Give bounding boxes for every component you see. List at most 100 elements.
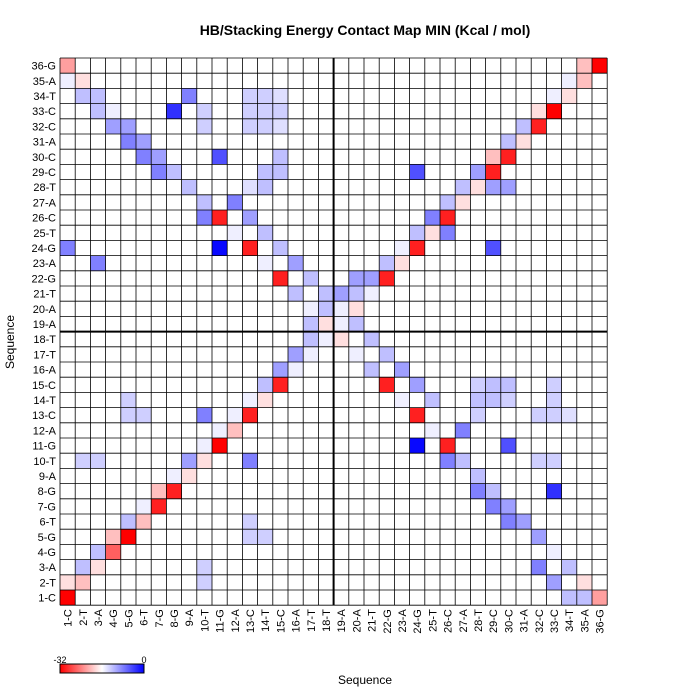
heatmap-cell <box>470 468 486 484</box>
heatmap-cell <box>120 392 136 408</box>
heatmap-cell <box>409 377 425 393</box>
heatmap-cell <box>272 164 288 180</box>
heatmap-cell <box>409 240 425 256</box>
heatmap-cell <box>257 255 273 271</box>
heatmap-cell <box>546 103 562 119</box>
heatmap-cell <box>546 407 562 423</box>
heatmap-cell <box>364 270 380 286</box>
heatmap-cell <box>257 179 273 195</box>
y-tick-label: 5-G <box>38 532 56 544</box>
heatmap-cell <box>227 422 243 438</box>
heatmap-cell <box>500 134 516 150</box>
heatmap-cell <box>500 179 516 195</box>
y-tick-label: 12-A <box>33 425 57 437</box>
x-tick-label: 29-C <box>488 609 500 633</box>
heatmap-cell <box>485 149 501 165</box>
heatmap-cell <box>257 377 273 393</box>
heatmap-cell <box>500 392 516 408</box>
heatmap-cell <box>181 88 197 104</box>
y-tick-label: 21-T <box>33 289 56 301</box>
heatmap-cell <box>75 574 91 590</box>
y-tick-label: 7-G <box>38 501 56 513</box>
y-tick-label: 10-T <box>33 456 56 468</box>
x-tick-label: 7-G <box>154 609 166 627</box>
y-tick-label: 13-C <box>32 410 56 422</box>
heatmap-cell <box>440 225 456 241</box>
heatmap-cell <box>257 88 273 104</box>
heatmap-cell <box>257 103 273 119</box>
y-tick-label: 3-A <box>39 562 57 574</box>
y-tick-label: 36-G <box>32 61 56 73</box>
x-tick-label: 35-A <box>579 609 591 633</box>
heatmap-cell <box>379 346 395 362</box>
heatmap-cell <box>227 194 243 210</box>
x-tick-label: 24-G <box>412 609 424 633</box>
heatmap-cell <box>242 179 258 195</box>
heatmap-cell <box>257 529 273 545</box>
x-tick-label: 13-C <box>245 609 257 633</box>
heatmap-cell <box>105 103 121 119</box>
heatmap-cell <box>120 407 136 423</box>
heatmap-cell <box>561 73 577 89</box>
heatmap-cell <box>272 88 288 104</box>
y-tick-label: 31-A <box>33 137 57 149</box>
heatmap-cell <box>242 407 258 423</box>
heatmap-cell <box>546 544 562 560</box>
heatmap-cell <box>196 118 212 134</box>
y-tick-label: 25-T <box>33 228 56 240</box>
heatmap-cell <box>394 362 410 378</box>
x-tick-label: 22-G <box>382 609 394 633</box>
heatmap-cell <box>470 407 486 423</box>
heatmap-cell <box>136 498 152 514</box>
heatmap-cell <box>546 453 562 469</box>
heatmap-cell <box>272 270 288 286</box>
heatmap-cell <box>242 103 258 119</box>
heatmap-cell <box>272 149 288 165</box>
heatmap-cell <box>257 225 273 241</box>
color-scale-bar <box>59 663 145 674</box>
heatmap-cell <box>151 149 167 165</box>
y-tick-label: 29-C <box>32 167 56 179</box>
heatmap-cell <box>90 255 106 271</box>
heatmap-cell <box>105 529 121 545</box>
heatmap-cell <box>105 544 121 560</box>
heatmap-cell <box>485 240 501 256</box>
heatmap-cell <box>409 225 425 241</box>
heatmap-cell <box>424 422 440 438</box>
heatmap-cell <box>379 377 395 393</box>
heatmap-cell <box>196 194 212 210</box>
heatmap-cell <box>242 453 258 469</box>
heatmap-cell <box>196 453 212 469</box>
heatmap-cell <box>576 574 592 590</box>
heatmap-cell <box>485 498 501 514</box>
heatmap-cell <box>196 438 212 454</box>
heatmap-cell <box>531 529 547 545</box>
heatmap-cell <box>576 590 592 606</box>
heatmap-cell <box>151 483 167 499</box>
heatmap-cell <box>272 362 288 378</box>
x-tick-label: 34-T <box>564 609 576 632</box>
y-tick-label: 26-C <box>32 213 56 225</box>
y-tick-label: 6-T <box>40 517 57 529</box>
x-tick-label: 9-A <box>184 609 196 627</box>
heatmap-cell <box>561 88 577 104</box>
heatmap-cell <box>516 118 532 134</box>
heatmap-cell <box>272 240 288 256</box>
heatmap-cell <box>242 210 258 226</box>
heatmap-cell <box>318 301 334 317</box>
heatmap-cell <box>75 559 91 575</box>
heatmap-cell <box>272 118 288 134</box>
heatmap-cell <box>333 316 349 332</box>
heatmap-cell <box>242 514 258 530</box>
x-tick-label: 8-G <box>169 609 181 627</box>
heatmap-cell <box>485 377 501 393</box>
x-tick-label: 15-C <box>275 609 287 633</box>
heatmap-cell <box>212 240 228 256</box>
heatmap-cell <box>546 88 562 104</box>
y-tick-label: 32-C <box>32 121 56 133</box>
heatmap-cell <box>546 392 562 408</box>
heatmap-cell <box>242 118 258 134</box>
heatmap-cell <box>333 301 349 317</box>
x-tick-label: 32-C <box>534 609 546 633</box>
heatmap-cell <box>455 422 471 438</box>
